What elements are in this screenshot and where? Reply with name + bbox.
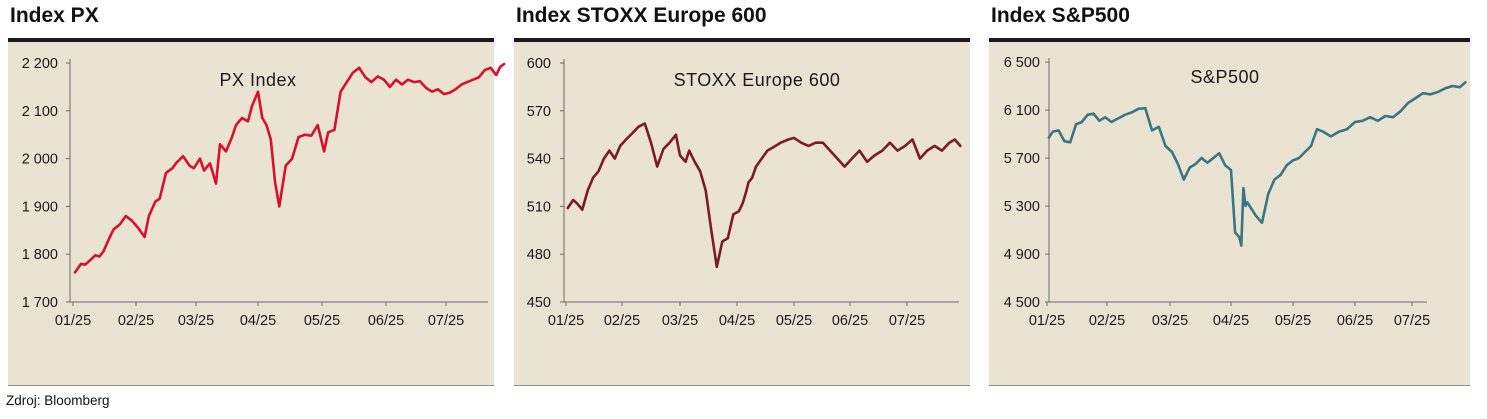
y-tick-label: 2 200 (22, 56, 58, 72)
x-tick-label: 05/25 (776, 313, 812, 329)
series-line (75, 64, 504, 272)
y-tick-label: 450 (527, 295, 551, 311)
y-tick-label: 540 (527, 152, 551, 168)
x-tick-label: 03/25 (178, 313, 214, 329)
y-tick-label: 510 (527, 199, 551, 215)
chart-panel-px: Index PX PX Index 1 700 1 800 1 900 2 000 2 … (8, 0, 494, 392)
y-tick-label: 2 000 (22, 152, 58, 168)
y-tick-label: 5 700 (1004, 151, 1040, 167)
line-chart-stoxx: STOXX Europe 600 450 480 510 540 570 600 01/25… (514, 42, 970, 385)
x-tick-label: 07/25 (428, 313, 464, 329)
line-chart-px: PX Index 1 700 1 800 1 900 2 000 2 100 2 200 0… (8, 42, 494, 385)
y-tick-label: 1 900 (22, 199, 58, 215)
bottom-divider (8, 385, 494, 386)
x-tick-label: 06/25 (832, 313, 868, 329)
y-tick-label: 4 500 (1004, 295, 1040, 311)
x-tick-label: 02/25 (1089, 313, 1125, 329)
series-line (568, 124, 961, 267)
x-tick-label: 07/25 (1394, 313, 1430, 329)
x-tick-label: 04/25 (719, 313, 755, 329)
x-tick-label: 01/25 (1029, 313, 1065, 329)
chart-panel-sp500: Index S&P500 S&P500 4 500 4 900 5 300 5 700… (989, 0, 1470, 392)
chart-panel-stoxx: Index STOXX Europe 600 STOXX Europe 600 … (514, 0, 970, 392)
y-tick-label: 1 700 (22, 295, 58, 311)
chart-title: Index S&P500 (991, 4, 1130, 28)
x-tick-label: 03/25 (1152, 313, 1188, 329)
y-tick-label: 6 500 (1004, 55, 1040, 71)
bottom-divider (514, 385, 970, 386)
line-chart-sp500: S&P500 4 500 4 900 5 300 5 700 6 100 6 500 01/… (989, 42, 1470, 385)
chart-inner-title: PX Index (219, 70, 296, 90)
x-tick-label: 07/25 (889, 313, 925, 329)
x-tick-label: 03/25 (662, 313, 698, 329)
y-tick-label: 5 300 (1004, 199, 1040, 215)
x-tick-label: 06/25 (1337, 313, 1373, 329)
source-note: Zdroj: Bloomberg (6, 393, 110, 408)
chart-title: Index STOXX Europe 600 (516, 4, 767, 28)
x-tick-label: 06/25 (368, 313, 404, 329)
x-tick-label: 04/25 (240, 313, 276, 329)
chart-inner-title: S&P500 (1190, 67, 1259, 87)
x-tick-label: 05/25 (304, 313, 340, 329)
y-tick-label: 480 (527, 247, 551, 263)
y-tick-label: 570 (527, 104, 551, 120)
chart-title: Index PX (10, 4, 99, 28)
bottom-divider (989, 385, 1470, 386)
y-tick-label: 4 900 (1004, 247, 1040, 263)
series-line (1049, 82, 1465, 245)
y-tick-label: 2 100 (22, 104, 58, 120)
x-tick-label: 02/25 (604, 313, 640, 329)
chart-inner-title: STOXX Europe 600 (674, 70, 841, 90)
x-tick-label: 01/25 (55, 313, 91, 329)
x-tick-label: 02/25 (118, 313, 154, 329)
x-tick-label: 04/25 (1213, 313, 1249, 329)
x-tick-label: 05/25 (1275, 313, 1311, 329)
y-tick-label: 1 800 (22, 247, 58, 263)
x-tick-label: 01/25 (548, 313, 584, 329)
y-tick-label: 600 (527, 56, 551, 72)
y-tick-label: 6 100 (1004, 103, 1040, 119)
